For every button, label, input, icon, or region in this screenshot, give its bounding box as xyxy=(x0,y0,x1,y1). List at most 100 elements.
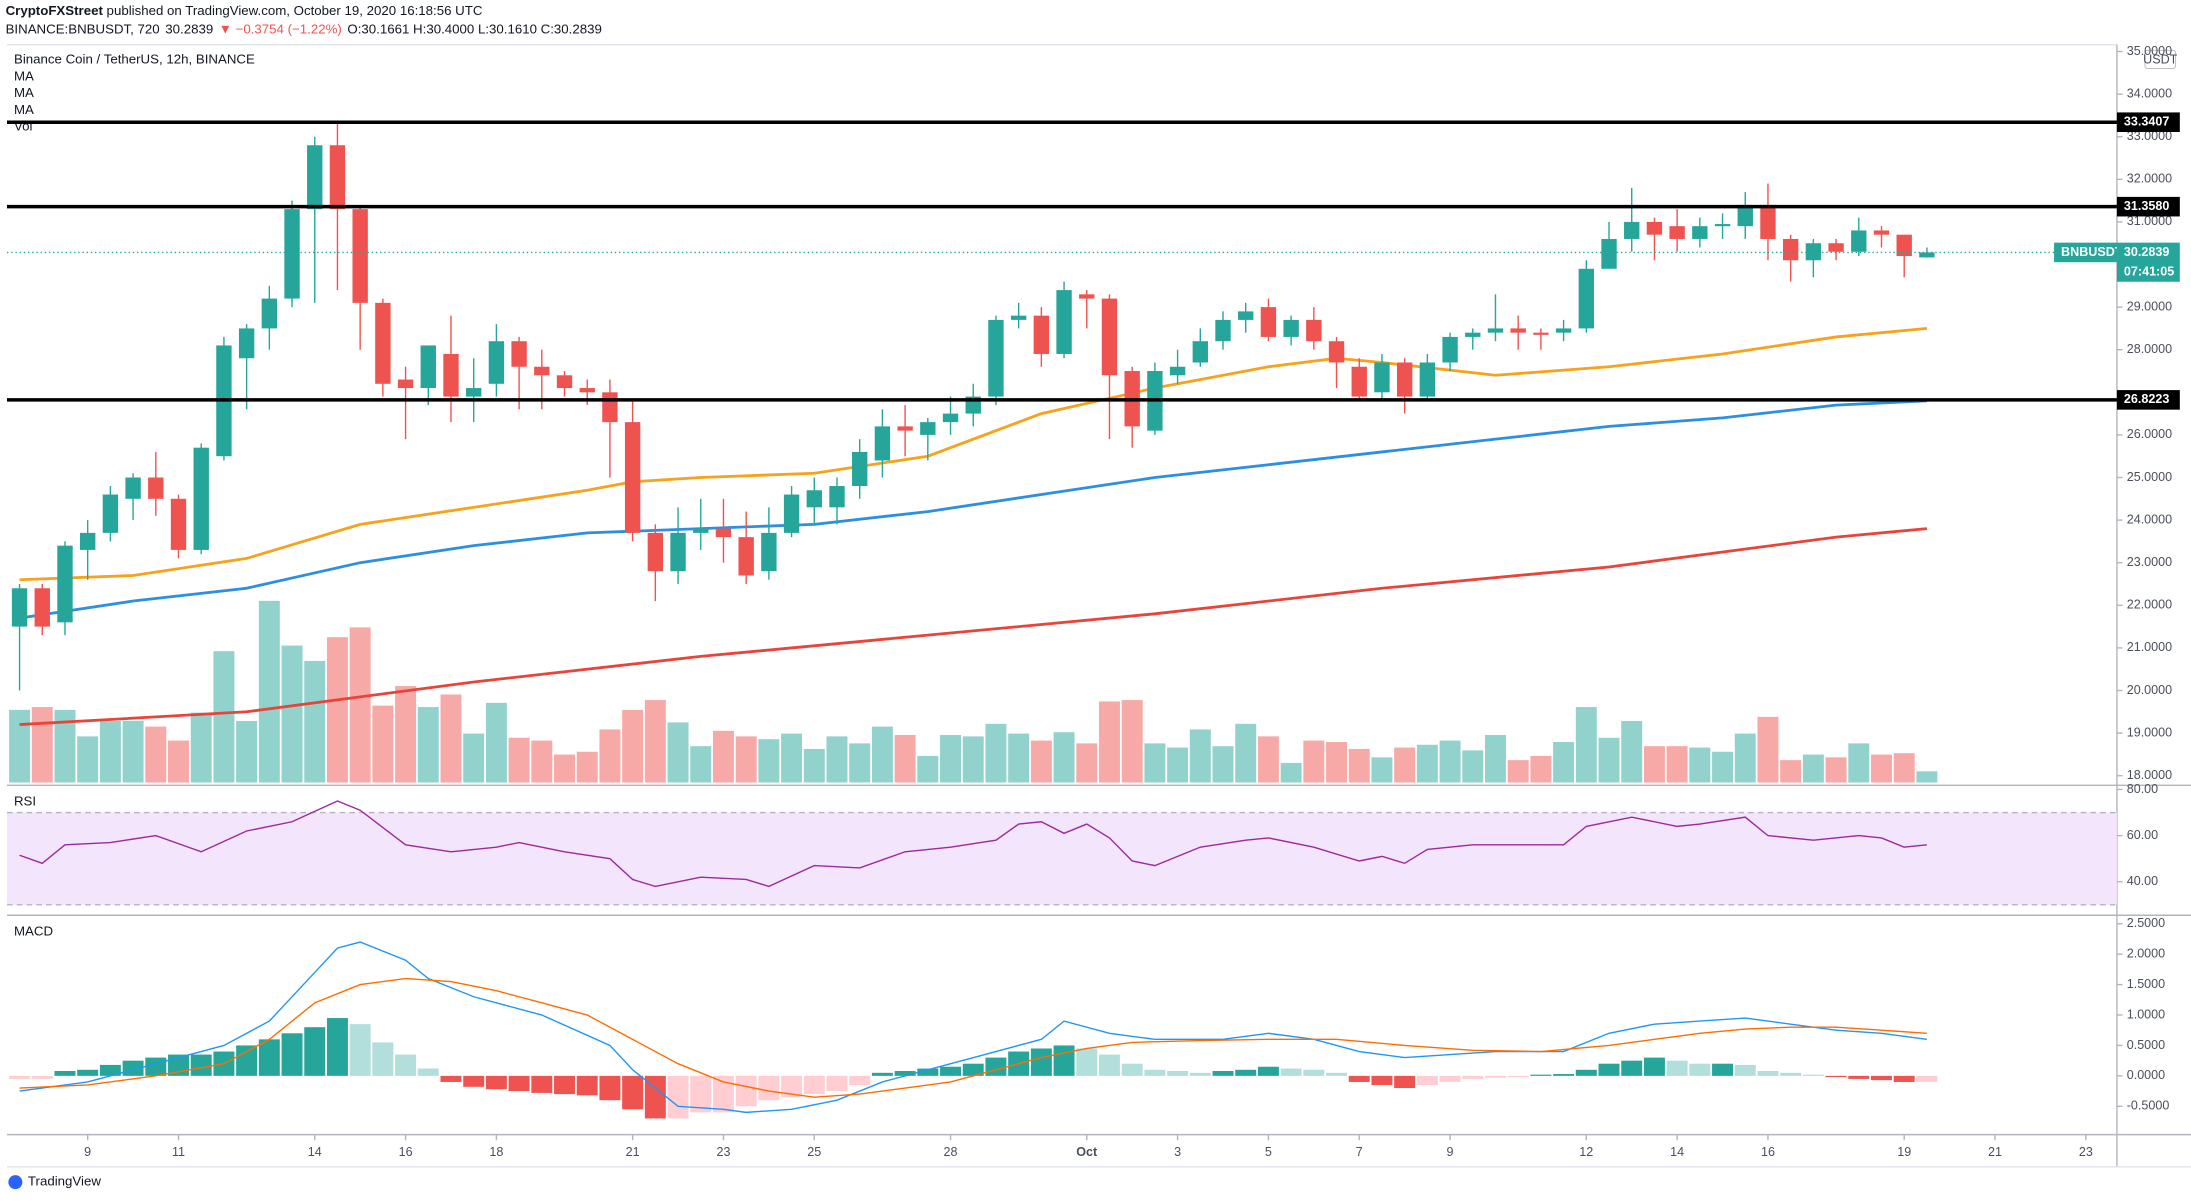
candle-body xyxy=(1555,328,1572,333)
volume-bar xyxy=(1485,734,1506,783)
logo-mark xyxy=(8,1175,23,1190)
candle-body xyxy=(920,422,936,435)
candle-body xyxy=(1215,319,1231,342)
candle-body xyxy=(1578,268,1594,329)
footer: TradingView xyxy=(28,1174,101,1189)
candle-body xyxy=(852,451,868,487)
volume-bar xyxy=(599,729,621,783)
rsi-title: RSI xyxy=(14,794,36,809)
histogram-bar xyxy=(304,1027,326,1076)
volume-bar xyxy=(1326,741,1348,783)
candle-body xyxy=(1896,234,1912,256)
volume-bar xyxy=(1235,723,1257,783)
symbol-line: BINANCE:BNBUSDT, 720 30.2839 ▼ −0.3754 (−1… xyxy=(6,21,602,36)
last-price-box xyxy=(2116,242,2180,282)
histogram-bar xyxy=(1348,1075,1370,1082)
histogram-bar xyxy=(9,1075,31,1079)
candle-body xyxy=(1533,332,1549,335)
y-tick-label: 2.0000 xyxy=(2127,947,2165,961)
publisher-line: CryptoFXStreet published on TradingView.… xyxy=(6,3,483,18)
volume-bar xyxy=(531,740,553,783)
histogram-bar xyxy=(395,1054,417,1076)
volume-bar xyxy=(758,739,780,783)
candle-body xyxy=(556,375,573,389)
y-tick-label: 2.5000 xyxy=(2127,916,2165,930)
volume-bar xyxy=(985,723,1007,783)
volume-bar xyxy=(1780,760,1802,783)
histogram-bar xyxy=(735,1075,757,1107)
volume-bar xyxy=(9,709,31,783)
candle-body xyxy=(1646,221,1663,235)
volume-bar xyxy=(1098,701,1120,783)
x-tick-label: 18 xyxy=(489,1145,503,1159)
x-tick-label: 5 xyxy=(1265,1145,1272,1159)
histogram-bar xyxy=(1507,1075,1529,1078)
histogram-bar xyxy=(281,1033,303,1076)
histogram-bar xyxy=(1439,1075,1461,1082)
candle-body xyxy=(1714,224,1731,227)
histogram-bar xyxy=(1893,1075,1915,1082)
x-tick-label: 9 xyxy=(1447,1145,1454,1159)
x-tick-label: 25 xyxy=(807,1145,821,1159)
histogram-bar xyxy=(1666,1060,1688,1076)
histogram-bar xyxy=(1780,1072,1802,1076)
histogram-bar xyxy=(962,1063,984,1076)
y-tick-label: 28.0000 xyxy=(2127,342,2172,356)
y-tick-label: 24.0000 xyxy=(2127,512,2172,526)
histogram-bar xyxy=(1076,1048,1098,1076)
histogram-bar xyxy=(1144,1069,1166,1076)
y-tick-label: 32.0000 xyxy=(2127,172,2172,186)
candle-body xyxy=(102,494,119,533)
volume-bar xyxy=(485,702,507,783)
histogram-bar xyxy=(531,1075,553,1093)
indicator-line xyxy=(19,527,1928,726)
histogram-bar xyxy=(1235,1069,1257,1076)
histogram-bar xyxy=(849,1075,871,1085)
histogram-bar xyxy=(599,1075,621,1101)
indicator-line xyxy=(19,941,1927,1114)
candle-body xyxy=(125,477,141,499)
y-tick-label: 31.0000 xyxy=(2127,214,2172,228)
histogram-bar xyxy=(372,1042,394,1076)
indicator-line xyxy=(19,399,1927,620)
x-tick-label: 7 xyxy=(1356,1145,1363,1159)
y-tick-label: -0.5000 xyxy=(2127,1099,2170,1113)
candle-body xyxy=(1010,315,1027,320)
histogram-bar xyxy=(145,1057,167,1076)
volume-bar xyxy=(1416,744,1438,783)
volume-bar xyxy=(122,721,144,783)
volume-bar xyxy=(1666,746,1688,783)
candle-body xyxy=(1601,238,1617,269)
candle-body xyxy=(1465,332,1481,337)
histogram-bar xyxy=(508,1075,530,1092)
histogram-bar xyxy=(758,1075,780,1101)
level-label-box xyxy=(2116,112,2180,132)
y-tick-label: 21.0000 xyxy=(2127,640,2172,654)
indicator-line xyxy=(19,327,1928,582)
histogram-bar xyxy=(258,1039,280,1076)
volume-bar xyxy=(962,736,984,783)
y-tick-label: 34.0000 xyxy=(2127,86,2172,100)
volume-bar xyxy=(1871,754,1892,783)
x-tick-label: 19 xyxy=(1897,1145,1911,1159)
volume-bar xyxy=(463,733,485,783)
histogram-bar xyxy=(917,1068,939,1076)
volume-bar xyxy=(440,694,462,783)
histogram-bar xyxy=(1734,1064,1756,1076)
candle-body xyxy=(1442,336,1458,363)
tradingview-logo: TradingView xyxy=(8,1174,101,1190)
histogram-bar xyxy=(1167,1070,1189,1076)
histogram-bar xyxy=(622,1075,644,1110)
candle-body xyxy=(11,588,28,627)
histogram-bar xyxy=(781,1075,803,1098)
volume-bar xyxy=(395,686,417,783)
candle-body xyxy=(647,532,664,572)
volume-bar xyxy=(326,637,348,783)
candle-body xyxy=(1306,319,1322,342)
candle-body xyxy=(1079,294,1095,299)
volume-bar xyxy=(1825,757,1847,783)
histogram-bar xyxy=(77,1069,99,1076)
histogram-bar xyxy=(712,1075,734,1113)
currency-box xyxy=(2144,49,2177,69)
